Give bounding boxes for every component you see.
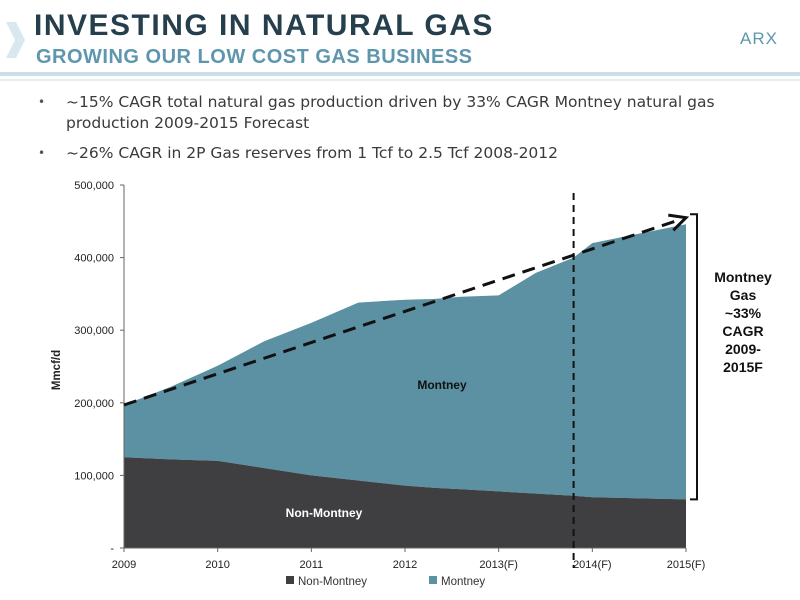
legend-swatch-montney bbox=[429, 576, 437, 584]
annotation-line: ~33% bbox=[724, 305, 762, 321]
bullet-text: ~15% CAGR total natural gas production d… bbox=[66, 93, 715, 132]
bullet-list: • ~15% CAGR total natural gas production … bbox=[36, 92, 776, 173]
non-montney-area bbox=[124, 457, 686, 548]
annotation-line: Montney bbox=[714, 269, 772, 285]
trend-line bbox=[123, 218, 679, 407]
bullet-item: • ~15% CAGR total natural gas production … bbox=[36, 92, 776, 134]
y-tick-label: 500,000 bbox=[74, 180, 114, 192]
x-tick-label: 2010 bbox=[205, 559, 229, 571]
brand-logo: ARX bbox=[740, 29, 778, 48]
chevron-icon bbox=[6, 22, 25, 58]
non-montney-area-label: Non-Montney bbox=[286, 506, 363, 520]
legend-swatch-non-montney bbox=[286, 576, 294, 584]
chart-overlays bbox=[123, 193, 698, 568]
y-tick-label: 100,000 bbox=[74, 470, 114, 482]
page-subtitle: GROWING OUR LOW COST GAS BUSINESS bbox=[36, 46, 473, 68]
bullet-icon: • bbox=[38, 95, 46, 109]
x-tick-label: 2012 bbox=[393, 559, 417, 571]
annotation-line: Gas bbox=[729, 287, 757, 303]
montney-cagr-annotation: Montney Gas ~33% CAGR 2009- 2015F bbox=[702, 268, 784, 376]
y-tick-label: 400,000 bbox=[74, 253, 114, 265]
legend-label-montney: Montney bbox=[441, 576, 485, 588]
x-tick-label: 2013(F) bbox=[479, 559, 518, 571]
x-tick-label: 2014(F) bbox=[573, 559, 612, 571]
chart-areas bbox=[124, 224, 686, 548]
y-tick-label: 300,000 bbox=[74, 325, 114, 337]
legend: Non-Montney Montney bbox=[286, 576, 485, 588]
x-tick-label: 2015(F) bbox=[667, 559, 706, 571]
montney-bracket bbox=[690, 213, 698, 501]
bullet-icon: • bbox=[38, 146, 46, 160]
legend-label-non-montney: Non-Montney bbox=[298, 576, 367, 588]
annotation-line: 2009- bbox=[725, 341, 761, 357]
bullet-item: • ~26% CAGR in 2P Gas reserves from 1 Tcf… bbox=[36, 143, 776, 164]
annotation-line: CAGR bbox=[722, 323, 764, 339]
x-tick-label: 2011 bbox=[300, 559, 324, 571]
y-tick-label: 200,000 bbox=[74, 398, 114, 410]
annotation-line: 2015F bbox=[723, 359, 763, 375]
montney-area bbox=[124, 224, 686, 500]
header-divider-secondary bbox=[0, 79, 800, 81]
header-divider bbox=[0, 72, 800, 76]
bullet-text: ~26% CAGR in 2P Gas reserves from 1 Tcf … bbox=[66, 144, 559, 162]
y-tick-label: - bbox=[110, 543, 114, 555]
x-tick-label: 2009 bbox=[112, 559, 136, 571]
chart-axes: - 100,000 200,000 300,000 400,000 500,000 2009… bbox=[74, 180, 705, 571]
trend-arrowhead bbox=[668, 213, 690, 232]
montney-area-label: Montney bbox=[417, 378, 467, 392]
page-title: INVESTING IN NATURAL GAS bbox=[34, 9, 494, 42]
y-axis-label: Mmcf/d bbox=[51, 350, 63, 390]
